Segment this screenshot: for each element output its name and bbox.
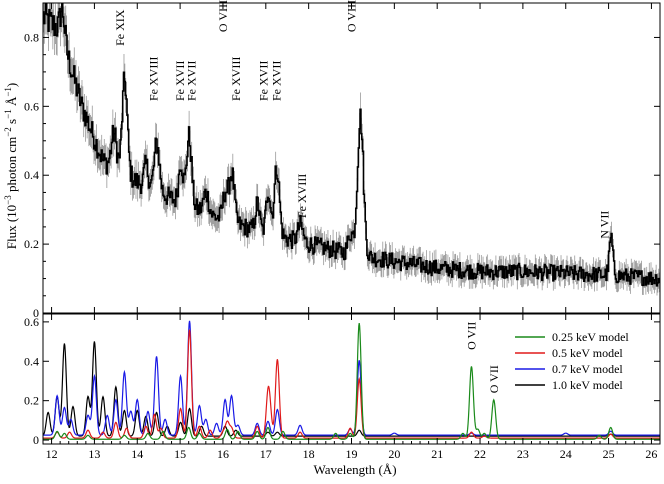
model-series-line (43, 322, 660, 440)
legend-label: 0.5 keV model (552, 346, 623, 360)
x-tick-label: 19 (346, 447, 358, 461)
spectrum-histogram (43, 3, 660, 287)
emission-line-label: Fe XVII (257, 61, 271, 101)
x-tick-label: 18 (303, 447, 315, 461)
legend: 0.25 keV model 0.5 keV model 0.7 keV model… (515, 330, 629, 392)
x-tick-label: 20 (388, 447, 400, 461)
error-bars (43, 3, 660, 296)
model-series-line (43, 341, 660, 437)
top-y-tick-label: 0.4 (24, 168, 39, 182)
x-tick-label: 17 (260, 447, 272, 461)
model-series-line (43, 329, 660, 439)
emission-line-label: Fe XVII (270, 61, 284, 101)
emission-line-label: O VIII (216, 0, 230, 32)
x-tick-label: 26 (645, 447, 657, 461)
emission-line-label: Fe XIX (113, 9, 127, 46)
x-tick-label: 13 (88, 447, 100, 461)
o-vii-label: O VII (487, 365, 501, 393)
x-tick-label: 14 (131, 447, 143, 461)
bottom-y-tick-label: 0.2 (24, 394, 39, 408)
x-tick-label: 15 (174, 447, 186, 461)
x-tick-label: 12 (46, 447, 58, 461)
observed-spectrum (43, 3, 660, 296)
bottom-y-tick-label: 0 (33, 433, 39, 447)
bottom-y-tick-label: 0.6 (24, 315, 39, 329)
emission-line-label: Fe XVIII (147, 57, 161, 101)
x-tick-label: 25 (603, 447, 615, 461)
y-axis-label: Flux (10−3 photon cm−2 s−1 Å−1) (3, 83, 19, 250)
legend-label: 0.7 keV model (552, 362, 623, 376)
x-tick-label: 16 (217, 447, 229, 461)
bottom-y-tick-label: 0.4 (24, 354, 39, 368)
emission-line-label: O VIII (345, 0, 359, 32)
x-tick-label: 23 (517, 447, 529, 461)
x-axis-label: Wavelength (Å) (313, 462, 396, 477)
model-curves (43, 320, 660, 440)
emission-line-label: Fe XVIII (295, 174, 309, 218)
top-y-tick-label: 0.8 (24, 30, 39, 44)
bottom-model-panel: 0 0.2 0.4 0.6 12 13 14 15 16 17 18 19 20 21 22 23 24 25 26… (24, 313, 661, 461)
x-tick-label: 21 (431, 447, 443, 461)
emission-line-label: Fe XVII (184, 61, 198, 101)
x-tick-label: 22 (474, 447, 486, 461)
legend-label: 0.25 keV model (552, 330, 629, 344)
emission-line-label: N VII (597, 211, 611, 239)
o-vii-label: O VII (465, 322, 479, 350)
emission-line-label: Fe XVII (173, 61, 187, 101)
legend-label: 1.0 keV model (552, 378, 623, 392)
x-tick-label: 24 (560, 447, 572, 461)
top-y-tick-label: 0.2 (24, 237, 39, 251)
top-y-tick-label: 0.6 (24, 99, 39, 113)
top-y-tick-label: 0 (33, 306, 39, 320)
emission-line-label: Fe XVIII (229, 57, 243, 101)
